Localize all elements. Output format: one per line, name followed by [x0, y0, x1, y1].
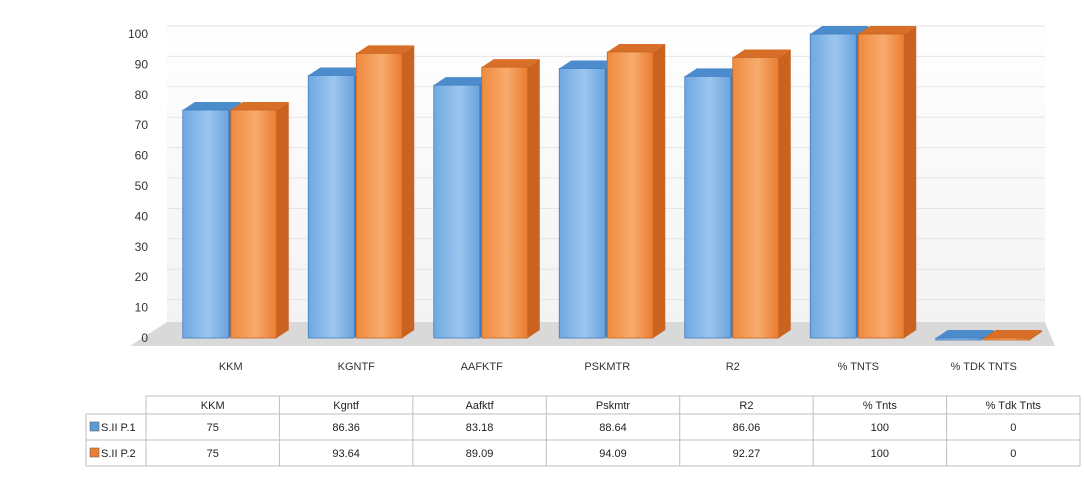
table-cell: 89.09 — [466, 448, 494, 460]
bar-side — [1029, 330, 1042, 340]
legend-entry: S.II P.1 — [101, 422, 136, 434]
bar-2-2 — [355, 45, 415, 339]
table-cell: 94.09 — [599, 448, 627, 460]
bar-top — [810, 26, 869, 34]
x-category-label: KKM — [219, 361, 243, 373]
table-cell: 86.36 — [332, 422, 360, 434]
bar-top — [433, 77, 492, 86]
bar-2-4 — [606, 43, 666, 339]
y-tick-label: 100 — [128, 27, 148, 41]
x-category-label: KGNTF — [338, 361, 376, 373]
bar-top — [308, 67, 367, 76]
table-header: KKM — [201, 400, 225, 412]
y-tick-label: 10 — [135, 301, 149, 315]
bar-front — [355, 52, 403, 339]
bars — [182, 26, 1042, 341]
legend-entry: S.II P.2 — [101, 448, 136, 460]
bar-side — [778, 49, 791, 338]
bar-top — [356, 45, 415, 54]
legend-swatch — [89, 421, 100, 432]
x-category-label: AAFKTF — [461, 361, 503, 373]
x-category-label: R2 — [726, 361, 740, 373]
bar-top — [230, 102, 289, 110]
y-tick-label: 80 — [135, 88, 149, 102]
x-category-label: PSKMTR — [584, 361, 630, 373]
table-header: Kgntf — [333, 400, 360, 412]
y-axis-ticks: 0 10 20 30 40 50 60 70 80 90 100 — [128, 27, 148, 345]
x-category-label: % TNTS — [838, 361, 879, 373]
bar-2-5 — [732, 49, 791, 339]
bar-front — [481, 66, 529, 339]
table-cell: 88.64 — [599, 422, 627, 434]
bar-front — [935, 337, 983, 341]
table-cell: 100 — [871, 448, 889, 460]
bar-top — [732, 49, 791, 58]
y-tick-label: 30 — [135, 240, 149, 254]
legend-swatch — [89, 447, 100, 458]
bar-front — [857, 33, 905, 339]
table-header: % Tnts — [863, 400, 898, 412]
y-tick-label: 0 — [141, 331, 148, 345]
bar-front — [433, 84, 481, 339]
bar-top — [935, 330, 994, 338]
bar-front — [230, 109, 278, 339]
table-cell: 92.27 — [733, 448, 761, 460]
table-cell: 0 — [1010, 448, 1016, 460]
bar-front — [809, 33, 857, 339]
bar-top — [182, 102, 241, 110]
data-table: KKM Kgntf Aafktf Pskmtr R2 % Tnts % Tdk Tnts S.… — [85, 395, 1081, 467]
bar-2-6 — [857, 26, 917, 339]
table-cell: 83.18 — [466, 422, 494, 434]
table-header: Pskmtr — [596, 400, 631, 412]
bar-top — [983, 330, 1042, 338]
x-axis-categories: KKM KGNTF AAFKTF PSKMTR R2 % TNTS % TDK TNTS — [219, 361, 1017, 373]
bar-top — [684, 68, 743, 77]
table-cell: 0 — [1010, 422, 1016, 434]
y-tick-label: 20 — [135, 270, 149, 284]
bar-2-7 — [983, 330, 1042, 341]
y-tick-label: 70 — [135, 118, 149, 132]
bar-side — [904, 26, 917, 338]
bar-side — [276, 102, 289, 338]
table-header: R2 — [739, 400, 753, 412]
x-category-label: % TDK TNTS — [951, 361, 1017, 373]
bar-front — [307, 75, 355, 339]
bar-top — [858, 26, 917, 34]
y-tick-label: 60 — [135, 149, 149, 163]
bar-2-1 — [230, 102, 289, 339]
bar-1-5 — [684, 68, 743, 339]
table-cell: 93.64 — [332, 448, 360, 460]
table-cell: 100 — [871, 422, 889, 434]
y-tick-label: 50 — [135, 179, 149, 193]
table-header: Aafktf — [466, 400, 495, 412]
bar-front — [684, 75, 732, 339]
bar-front — [606, 51, 654, 339]
bar-top — [607, 43, 666, 52]
table-cell: 75 — [207, 448, 219, 460]
bar-top — [559, 60, 618, 69]
bar-side — [653, 43, 666, 338]
bar-front — [732, 57, 780, 339]
bar-front — [983, 337, 1031, 341]
table-cell: 86.06 — [733, 422, 761, 434]
bar-side — [527, 59, 540, 338]
bar-front — [182, 109, 230, 339]
bar-top — [481, 59, 540, 68]
y-tick-label: 90 — [135, 57, 149, 71]
bar-front — [558, 68, 606, 339]
bar-2-3 — [481, 59, 540, 339]
table-cell: 75 — [207, 422, 219, 434]
table-header: % Tdk Tnts — [986, 400, 1042, 412]
y-tick-label: 40 — [135, 209, 149, 223]
bar-side — [402, 45, 415, 338]
